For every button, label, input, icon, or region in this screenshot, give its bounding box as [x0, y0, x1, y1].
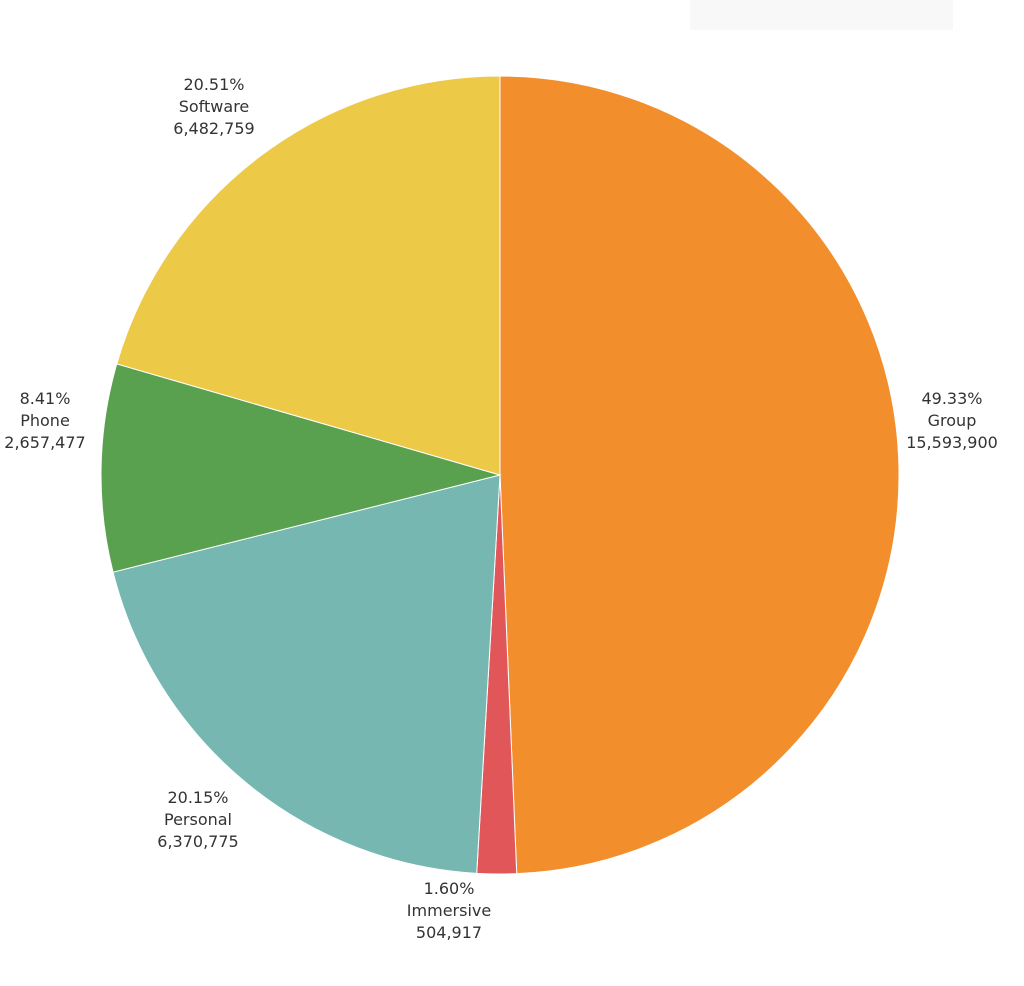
slice-name: Personal — [163, 810, 232, 829]
slice-label-software: 20.51% Software 6,482,759 — [134, 74, 294, 140]
header-placeholder-box — [690, 0, 953, 30]
slice-percent: 49.33% — [921, 389, 983, 408]
slice-percent: 20.15% — [167, 788, 229, 807]
slice-value: 15,593,900 — [906, 433, 998, 452]
slice-value: 2,657,477 — [4, 433, 86, 452]
slice-label-phone: 8.41% Phone 2,657,477 — [0, 388, 125, 454]
pie-slice-software[interactable] — [116, 75, 501, 476]
pie-slice-group[interactable] — [499, 75, 900, 875]
slice-value: 6,482,759 — [173, 119, 255, 138]
slice-value: 6,370,775 — [157, 832, 239, 851]
slice-name: Phone — [20, 411, 70, 430]
pie-slice-personal[interactable] — [112, 474, 501, 874]
slice-label-group: 49.33% Group 15,593,900 — [872, 388, 1024, 454]
slice-label-immersive: 1.60% Immersive 504,917 — [369, 878, 529, 944]
slice-percent: 20.51% — [183, 75, 245, 94]
slice-name: Group — [927, 411, 977, 430]
slice-percent: 1.60% — [423, 879, 475, 898]
slice-name: Immersive — [406, 901, 492, 920]
slice-label-personal: 20.15% Personal 6,370,775 — [118, 787, 278, 853]
slice-percent: 8.41% — [19, 389, 71, 408]
pie-slice-phone[interactable] — [100, 363, 502, 573]
slice-value: 504,917 — [415, 923, 483, 942]
slice-name: Software — [178, 97, 250, 116]
